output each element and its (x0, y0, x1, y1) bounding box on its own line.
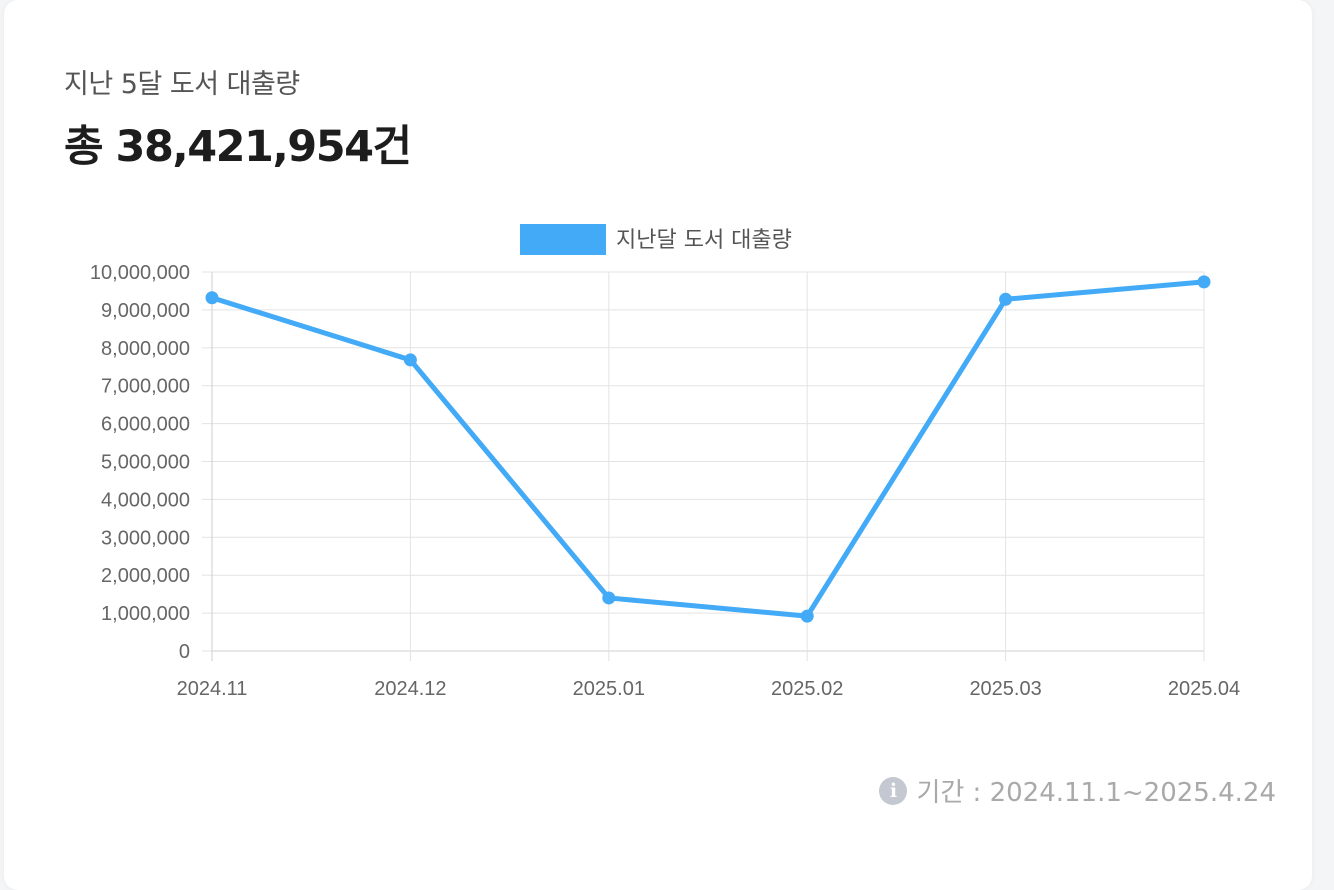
data-point (999, 292, 1013, 306)
legend-swatch (520, 224, 606, 255)
info-icon: i (879, 776, 908, 805)
x-tick-label: 2024.12 (374, 678, 446, 700)
y-tick-label: 1,000,000 (101, 603, 190, 625)
x-tick-label: 2024.11 (177, 678, 248, 700)
data-point (800, 609, 814, 623)
y-tick-label: 3,000,000 (101, 527, 190, 549)
series-line (209, 279, 1207, 619)
period-info: i 기간 : 2024.11.1~2025.4.24 (879, 772, 1276, 809)
y-tick-label: 6,000,000 (101, 414, 190, 436)
y-tick-label: 4,000,000 (101, 489, 190, 511)
x-tick-label: 2025.04 (1168, 678, 1240, 700)
data-point (1197, 275, 1211, 289)
total-loans: 총 38,421,954건 (64, 122, 412, 172)
y-tick-label: 10,000,000 (90, 262, 190, 284)
chart-subtitle: 지난 5달 도서 대출량 (64, 69, 300, 100)
x-tick-label: 2025.02 (771, 678, 843, 700)
data-point (205, 291, 219, 305)
data-point (602, 591, 616, 605)
y-tick-label: 7,000,000 (101, 376, 190, 398)
y-tick-label: 9,000,000 (101, 300, 190, 322)
y-tick-label: 5,000,000 (101, 452, 190, 474)
y-tick-label: 8,000,000 (101, 338, 190, 360)
data-point (403, 353, 417, 367)
legend-label: 지난달 도서 대출량 (616, 228, 792, 253)
chart-card: 지난 5달 도서 대출량 총 38,421,954건 (4, 0, 1312, 890)
period-text: 기간 : 2024.11.1~2025.4.24 (916, 778, 1276, 808)
y-tick-label: 0 (179, 641, 190, 663)
y-tick-label: 2,000,000 (101, 565, 190, 587)
x-tick-label: 2025.01 (573, 678, 645, 700)
x-tick-label: 2025.03 (969, 678, 1041, 700)
